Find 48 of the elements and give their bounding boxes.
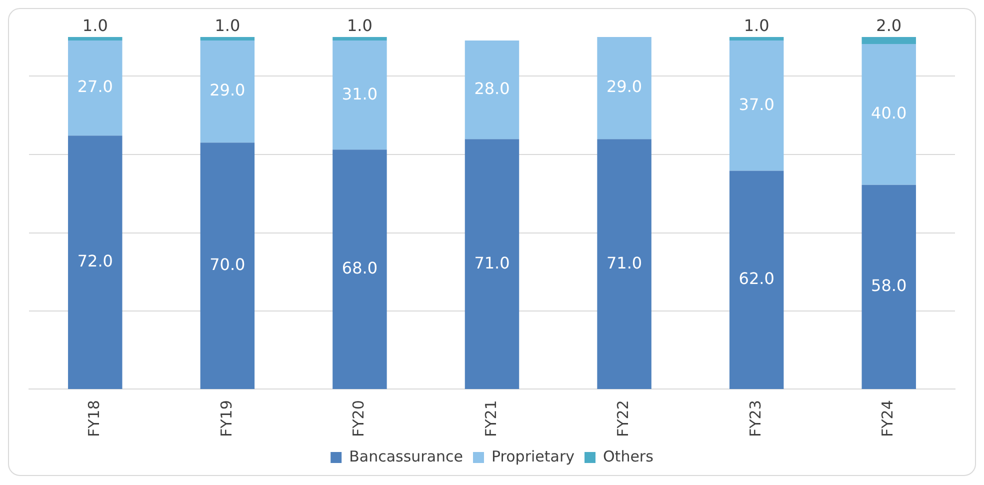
data-label: 71.0	[606, 253, 642, 272]
data-label: 28.0	[474, 78, 510, 98]
bar	[332, 40, 387, 150]
bar	[729, 170, 784, 390]
x-tick-label: FY24	[878, 400, 897, 438]
data-label: 62.0	[738, 269, 774, 288]
data-label: 1.0	[214, 16, 240, 36]
bar	[862, 44, 916, 185]
data-label: 27.0	[77, 77, 113, 96]
bar	[729, 40, 784, 171]
bar	[68, 40, 122, 136]
bar	[200, 40, 255, 143]
data-label: 31.0	[342, 84, 378, 104]
data-label: 70.0	[210, 255, 246, 274]
x-tick-label: FY23	[746, 400, 764, 438]
bar	[68, 37, 122, 41]
legend-label: Proprietary	[492, 447, 575, 466]
bar	[332, 37, 387, 41]
data-label: 1.0	[744, 16, 770, 36]
data-label: 68.0	[342, 258, 378, 278]
bar	[200, 142, 255, 390]
bar	[464, 40, 520, 140]
data-label: 29.0	[210, 80, 246, 100]
data-label: 2.0	[876, 16, 902, 36]
data-label: 58.0	[871, 276, 907, 296]
bar	[68, 136, 122, 390]
bar	[332, 150, 387, 390]
bar	[464, 139, 520, 390]
data-label: 71.0	[474, 253, 510, 272]
data-label: 40.0	[871, 104, 907, 123]
x-tick-label: FY19	[217, 400, 236, 438]
x-tick-label: FY18	[85, 400, 104, 438]
x-tick-label: FY22	[614, 400, 632, 438]
legend-label: Bancassurance	[349, 447, 463, 466]
bar	[862, 37, 916, 44]
data-label: 1.0	[346, 16, 372, 36]
bar	[729, 37, 784, 41]
data-label: 29.0	[606, 77, 642, 96]
bar	[200, 37, 255, 41]
bar	[597, 37, 652, 140]
data-label: 37.0	[738, 94, 774, 114]
data-label: 1.0	[82, 16, 108, 36]
legend-label: Others	[603, 447, 654, 466]
x-tick-label: FY21	[482, 400, 500, 438]
data-label: 72.0	[77, 252, 113, 271]
x-tick-label: FY20	[350, 400, 368, 438]
bar	[597, 139, 652, 390]
bar	[862, 184, 916, 390]
